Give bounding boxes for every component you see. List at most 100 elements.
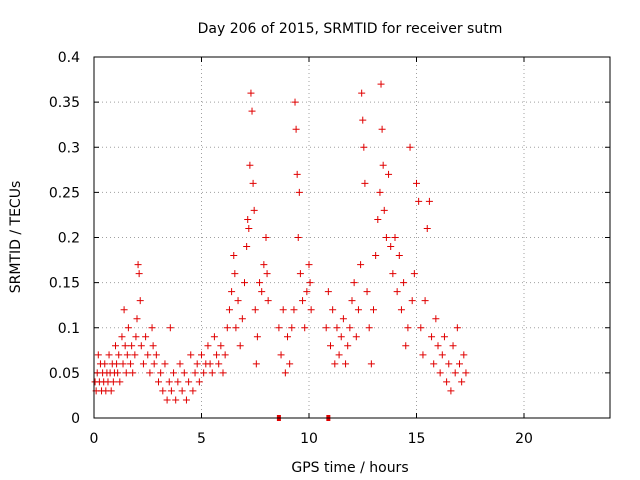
data-point <box>359 116 367 124</box>
data-point <box>247 89 255 97</box>
data-point <box>277 351 285 359</box>
data-point <box>385 170 393 178</box>
data-point <box>290 306 298 314</box>
data-point <box>350 279 358 287</box>
data-point <box>149 342 157 350</box>
data-point <box>389 270 397 278</box>
data-point <box>166 324 174 332</box>
y-tick-label: 0.1 <box>58 321 80 337</box>
data-point <box>335 351 343 359</box>
data-point <box>238 315 246 323</box>
data-point <box>380 206 388 214</box>
data-point <box>284 333 291 341</box>
data-point <box>234 297 242 305</box>
data-point <box>462 369 470 377</box>
data-point <box>460 351 468 359</box>
data-point <box>295 188 303 196</box>
data-point <box>447 387 455 395</box>
data-point <box>253 333 261 341</box>
data-point <box>377 80 385 88</box>
data-point <box>393 288 401 296</box>
y-tick-label: 0.25 <box>49 185 80 201</box>
data-point <box>159 387 167 395</box>
y-tick-label: 0.4 <box>58 50 80 66</box>
data-point <box>251 306 259 314</box>
data-point <box>180 369 188 377</box>
data-point <box>135 270 143 278</box>
data-point <box>191 369 199 377</box>
data-point <box>440 333 448 341</box>
data-point <box>112 342 119 350</box>
data-point <box>263 270 271 278</box>
data-point <box>324 288 332 296</box>
data-point <box>428 333 436 341</box>
data-point <box>417 324 425 332</box>
x-tick-label: 20 <box>515 431 533 447</box>
data-point <box>249 179 257 187</box>
data-point <box>395 252 403 260</box>
data-point <box>187 351 195 359</box>
data-point <box>250 206 258 214</box>
data-point <box>200 369 208 377</box>
data-point <box>206 360 214 368</box>
data-point <box>400 279 408 287</box>
data-point <box>121 342 129 350</box>
data-point <box>379 161 387 169</box>
data-point <box>296 270 304 278</box>
data-point <box>116 378 124 386</box>
data-point <box>241 279 248 287</box>
y-tick-label: 0.05 <box>49 366 80 382</box>
data-point <box>252 360 260 368</box>
chart-title: Day 206 of 2015, SRMTID for receiver sut… <box>198 21 503 37</box>
data-point <box>225 306 233 314</box>
data-point <box>337 333 345 341</box>
data-point <box>344 342 352 350</box>
data-point <box>198 351 205 359</box>
data-point <box>306 279 314 287</box>
data-point <box>432 315 440 323</box>
data-point <box>453 324 461 332</box>
y-tick-label: 0.3 <box>58 140 80 156</box>
data-point <box>387 243 395 251</box>
data-point <box>402 342 410 350</box>
data-point <box>410 270 418 278</box>
data-point <box>120 306 128 314</box>
data-point <box>119 360 127 368</box>
data-point <box>109 378 117 386</box>
data-point <box>322 324 330 332</box>
data-point <box>148 324 156 332</box>
data-point <box>193 360 201 368</box>
data-point <box>376 188 384 196</box>
data-point <box>294 234 302 241</box>
data-point <box>142 333 150 341</box>
data-point <box>150 360 158 368</box>
data-point <box>94 351 102 359</box>
data-point <box>136 297 144 305</box>
data-point <box>228 288 236 296</box>
data-point <box>208 369 216 377</box>
data-point <box>360 143 368 151</box>
data-point <box>327 342 334 350</box>
y-tick-label: 0.35 <box>49 95 80 111</box>
y-axis-label: SRMTID / TECUs <box>8 181 24 294</box>
data-point <box>124 324 132 332</box>
data-point <box>456 360 463 368</box>
data-point <box>217 342 225 350</box>
data-point <box>413 179 420 187</box>
data-point <box>358 89 366 97</box>
data-point <box>372 252 380 260</box>
data-point <box>292 125 300 133</box>
data-point <box>101 360 109 368</box>
data-point <box>134 261 142 269</box>
data-point <box>421 297 429 305</box>
plot-frame <box>93 56 611 419</box>
data-point <box>415 197 423 205</box>
data-point <box>281 369 289 377</box>
data-point <box>451 369 459 377</box>
data-point <box>288 324 296 332</box>
data-point <box>438 351 446 359</box>
data-point <box>348 297 356 305</box>
y-tick-label: 0.15 <box>49 276 80 292</box>
data-point <box>215 360 223 368</box>
